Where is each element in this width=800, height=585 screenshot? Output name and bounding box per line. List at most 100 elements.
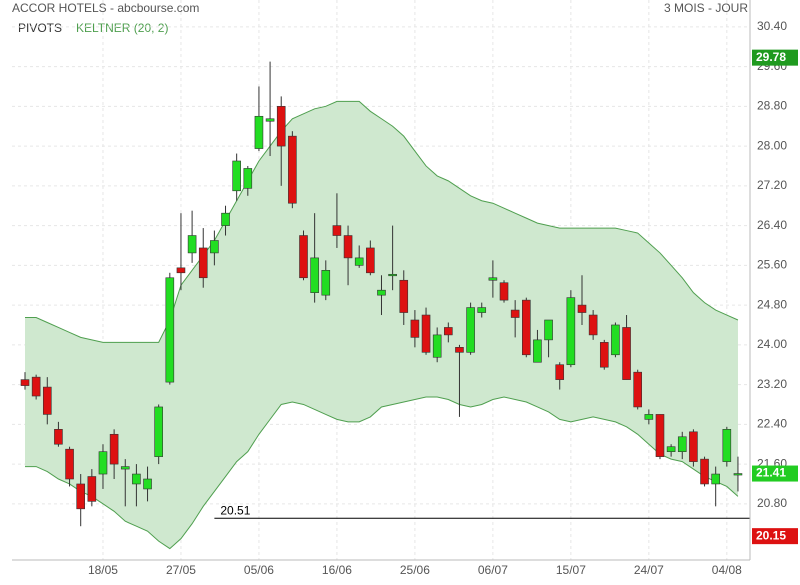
candle-body [477, 307, 487, 313]
candle-body [109, 433, 119, 465]
candle-body [421, 314, 431, 353]
candle-body [466, 307, 475, 353]
candle-body [655, 414, 665, 457]
candle-body [644, 414, 654, 420]
candle-body [288, 135, 297, 204]
candle-body [120, 466, 130, 470]
x-tick-label: 16/06 [322, 563, 352, 577]
candle-body [254, 115, 264, 149]
y-tick-label: 26.40 [757, 218, 787, 232]
candle-body [132, 473, 141, 485]
candle-body [332, 225, 342, 236]
candle-body [54, 429, 63, 445]
candle-body [444, 327, 453, 336]
y-tick-label: 22.40 [757, 417, 787, 431]
candle-body [521, 299, 531, 356]
candle-body [455, 347, 464, 353]
candle-body [232, 160, 241, 192]
candle-body [499, 282, 509, 301]
candle-body [566, 297, 576, 366]
candle-body [354, 257, 364, 266]
candle-body [399, 279, 409, 313]
candle-body [165, 277, 175, 383]
candle-body [65, 448, 74, 480]
candle-body [544, 319, 553, 341]
candle-body [410, 319, 420, 338]
candle-body [31, 376, 41, 397]
y-tick-label: 28.00 [757, 138, 787, 152]
candle-body [20, 379, 30, 386]
candle-body [76, 483, 85, 510]
chart-subtitle: 3 MOIS - JOUR [664, 1, 748, 15]
candle-body [321, 270, 331, 296]
candle-body [432, 334, 442, 358]
plot-layer [12, 0, 750, 560]
y-tick-label: 23.20 [757, 377, 787, 391]
candle-body [700, 458, 709, 485]
candle-body [276, 106, 286, 147]
candle-body [388, 273, 397, 277]
x-tick-label: 05/06 [244, 563, 274, 577]
candle-body [377, 289, 386, 296]
candle-body [198, 247, 208, 279]
candle-body [42, 386, 52, 415]
candle-body [243, 168, 253, 189]
candle-body [622, 327, 631, 380]
price-label: 20.15 [756, 528, 786, 542]
candle-body [588, 314, 598, 336]
candle-body [677, 436, 687, 452]
candle-body [633, 371, 643, 408]
price-label: 21.41 [756, 466, 786, 480]
x-tick-label: 04/08 [712, 563, 742, 577]
chart-title: ACCOR HOTELS - abcbourse.com [12, 1, 199, 15]
x-tick-label: 18/05 [88, 563, 118, 577]
legend-pivots: PIVOTS [18, 21, 62, 35]
candle-body [221, 212, 230, 226]
candle-body [366, 247, 375, 274]
candle-body [666, 446, 676, 452]
candle-body [310, 257, 319, 293]
candle-body [577, 304, 587, 313]
price-label: 29.78 [756, 50, 786, 64]
candle-body [510, 309, 520, 318]
candle-body [343, 235, 353, 259]
candle-body [689, 431, 698, 462]
candle-body [488, 277, 498, 281]
candle-body [176, 267, 186, 274]
y-tick-label: 30.40 [757, 19, 787, 33]
candle-body [87, 476, 97, 502]
candle-body [299, 235, 308, 279]
candle-body [599, 342, 609, 368]
candle-body [533, 339, 542, 363]
keltner-upper [25, 100, 739, 343]
price-label-box [752, 49, 798, 66]
candle-body [711, 473, 720, 485]
candle-body [187, 235, 197, 254]
legend-keltner: KELTNER (20, 2) [76, 21, 168, 35]
y-tick-label: 27.20 [757, 178, 787, 192]
candle-body [98, 451, 108, 475]
y-tick-label: 20.80 [757, 496, 787, 510]
y-tick-label: 28.80 [757, 99, 787, 113]
price-label-box [752, 528, 798, 545]
candle-body [555, 364, 565, 380]
candle-body [210, 240, 219, 254]
keltner-lower [25, 396, 739, 550]
x-tick-label: 24/07 [634, 563, 664, 577]
x-tick-label: 27/05 [166, 563, 196, 577]
pivot-label: 20.51 [220, 503, 250, 517]
candle-body [611, 324, 620, 356]
candle-body [154, 406, 163, 457]
price-label-box [752, 465, 798, 482]
keltner-band [25, 101, 738, 549]
candle-body [722, 429, 732, 462]
x-tick-label: 06/07 [478, 563, 508, 577]
y-tick-label: 24.80 [757, 297, 787, 311]
x-tick-label: 15/07 [556, 563, 586, 577]
y-tick-label: 25.60 [757, 258, 787, 272]
candle-body [265, 118, 275, 122]
candle-body [733, 473, 743, 476]
y-tick-label: 24.00 [757, 337, 787, 351]
candle-body [143, 478, 152, 490]
